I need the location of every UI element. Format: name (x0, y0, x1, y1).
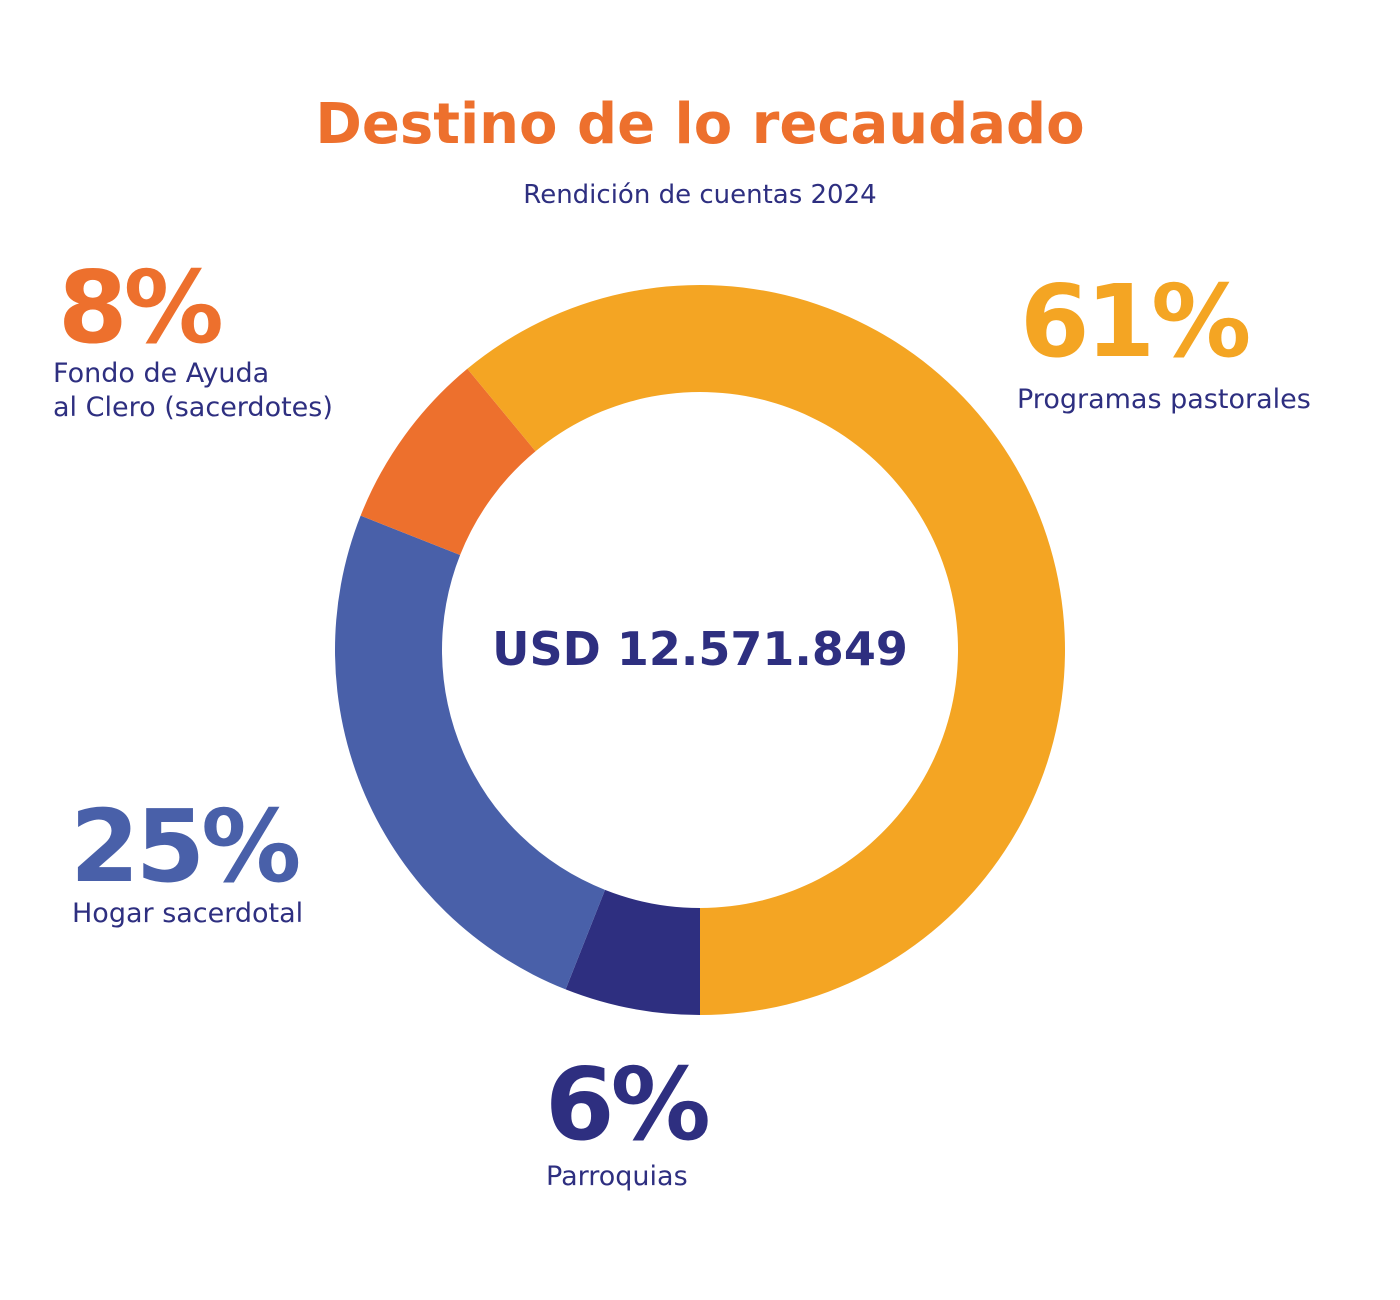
category-label: Hogar sacerdotal (72, 898, 304, 929)
donut-slice (467, 285, 1066, 1016)
donut-slice (360, 368, 536, 556)
category-label: Fondo de Ayuda al Clero (sacerdotes) (53, 358, 333, 423)
category-label: Parroquias (546, 1161, 688, 1192)
value-label: 61% (1020, 263, 1251, 380)
chart-title: Destino de lo recaudado (315, 92, 1085, 157)
category-label: Programas pastorales (1017, 384, 1311, 415)
value-label: 8% (58, 249, 224, 366)
donut-slice (335, 515, 606, 990)
center-label: USD 12.571.849 (492, 622, 908, 676)
value-label: 6% (545, 1046, 711, 1163)
donut-slice (565, 889, 700, 1015)
chart-subtitle: Rendición de cuentas 2024 (523, 180, 877, 210)
value-label: 25% (70, 788, 301, 905)
